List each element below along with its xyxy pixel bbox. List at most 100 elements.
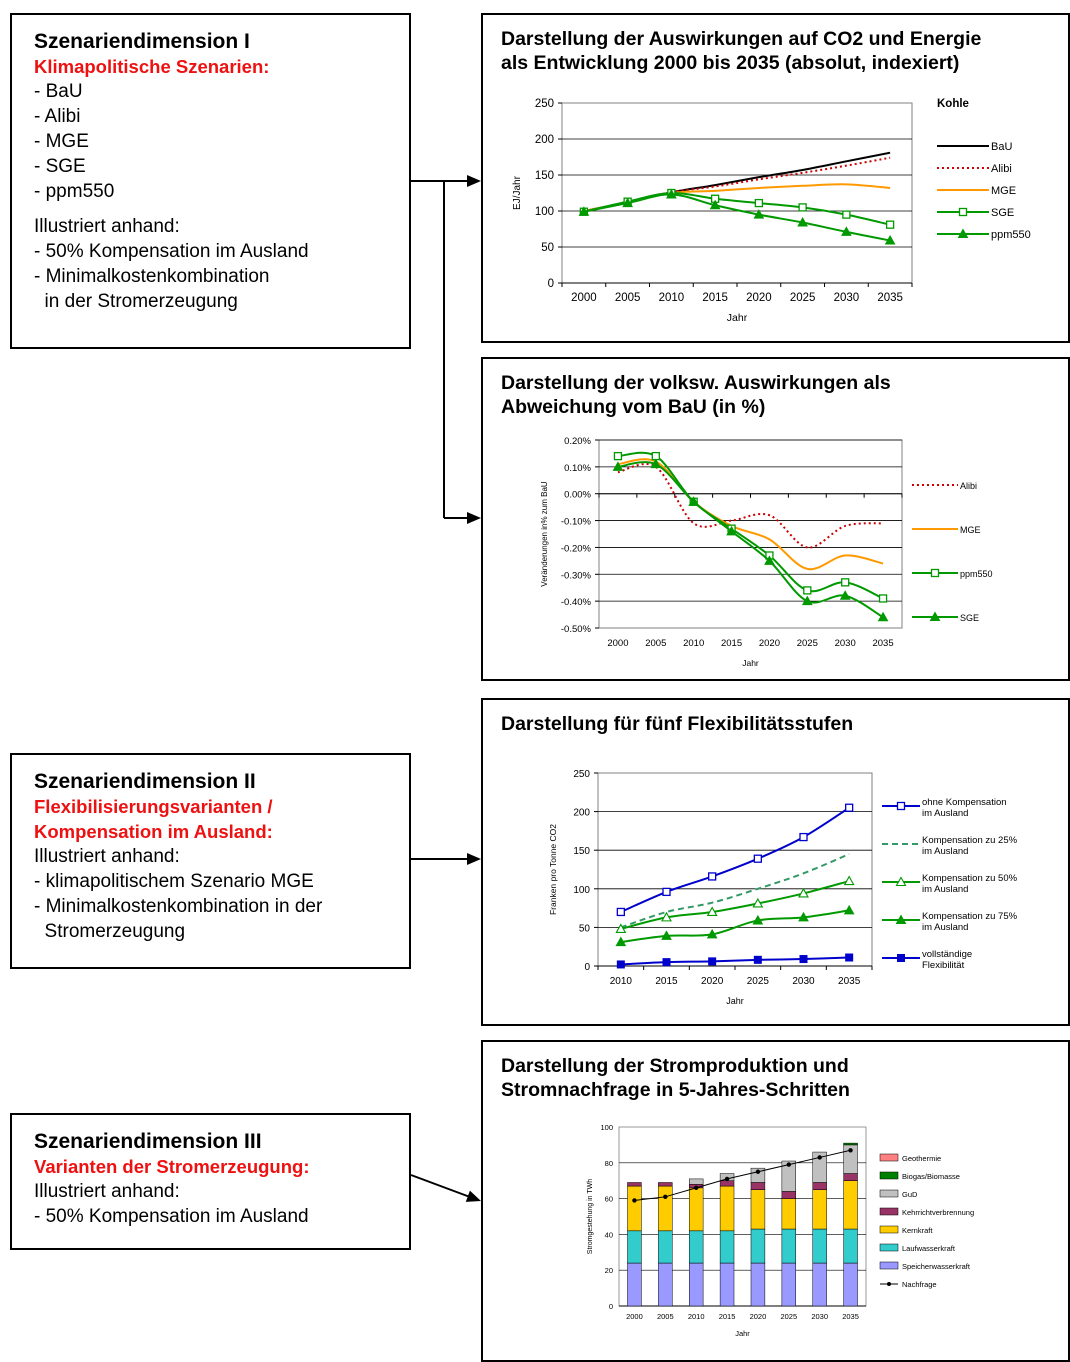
data-point bbox=[799, 955, 808, 964]
x-tick-label: 2035 bbox=[838, 976, 861, 987]
illustration-line: in der Stromerzeugung bbox=[34, 291, 238, 312]
bar-segment bbox=[627, 1230, 642, 1264]
data-point bbox=[753, 209, 765, 219]
data-point bbox=[764, 555, 775, 565]
bar-segment bbox=[658, 1262, 673, 1307]
panel-title: Darstellung der Auswirkungen auf CO2 und… bbox=[501, 27, 1070, 75]
data-point bbox=[841, 578, 850, 587]
chart-electricity-production: 0 20 40 60 80 100 2000 2005 2010 2015 2020 2025 2030… bbox=[587, 1123, 974, 1338]
data-point bbox=[957, 228, 969, 238]
legend-swatch bbox=[879, 1189, 899, 1198]
legend-label: MGE bbox=[960, 525, 981, 535]
x-tick-label: 2020 bbox=[759, 638, 780, 649]
data-point bbox=[632, 1198, 637, 1203]
legend-label: Alibi bbox=[991, 163, 1012, 175]
x-axis-label: Jahr bbox=[735, 1329, 750, 1338]
data-point bbox=[651, 451, 660, 461]
bar-segment bbox=[843, 1228, 858, 1264]
dimension-title: Szenariendimension III bbox=[34, 1130, 262, 1153]
data-point bbox=[755, 1169, 761, 1174]
legend-label: ohne Kompensation bbox=[922, 797, 1007, 808]
x-tick-label: 2020 bbox=[750, 1312, 767, 1321]
data-point bbox=[887, 1282, 891, 1286]
bar-segment bbox=[627, 1262, 642, 1307]
data-point bbox=[885, 220, 895, 229]
x-tick-label: 2035 bbox=[872, 638, 893, 649]
y-axis-label: Franken pro Tonne CO2 bbox=[548, 824, 558, 915]
data-point bbox=[786, 1162, 792, 1167]
y-tick-label: -0.20% bbox=[561, 543, 592, 554]
y-tick-label: 100 bbox=[573, 885, 590, 896]
panel-title: Darstellung der volksw. Auswirkungen als… bbox=[501, 371, 1070, 419]
bar-segment bbox=[719, 1185, 735, 1232]
data-point bbox=[666, 188, 677, 199]
legend-label: Kompensation zu 25% bbox=[922, 835, 1018, 846]
connector-line bbox=[410, 1174, 471, 1198]
x-tick-label: 2020 bbox=[701, 976, 724, 987]
x-tick-label: 2005 bbox=[645, 638, 666, 649]
y-axis-label: Veränderungen in% zum BaU bbox=[540, 481, 549, 587]
x-tick-label: 2030 bbox=[835, 638, 856, 649]
bar-segment bbox=[812, 1228, 827, 1264]
x-tick-label: 2010 bbox=[683, 638, 704, 649]
bar-segment bbox=[812, 1182, 827, 1190]
data-point bbox=[753, 955, 762, 964]
panel-title-line: Darstellung für fünf Flexibilitätsstufen bbox=[501, 713, 854, 735]
bar-segment bbox=[843, 1180, 858, 1230]
series-line bbox=[617, 458, 884, 571]
plot-area bbox=[618, 1126, 867, 1307]
panel-title-line: Stromnachfrage in 5-Jahres-Schritten bbox=[501, 1079, 850, 1101]
bar-segment bbox=[781, 1262, 797, 1307]
data-point bbox=[615, 936, 627, 947]
legend-label: SGE bbox=[991, 207, 1014, 219]
y-tick-label: 0.20% bbox=[564, 436, 591, 447]
bar-segment bbox=[812, 1189, 827, 1230]
data-point bbox=[752, 914, 764, 925]
x-tick-label: 2035 bbox=[842, 1312, 859, 1321]
y-tick-label: 200 bbox=[573, 808, 590, 819]
panel-title-line: als Entwicklung 2000 bis 2035 (absolut, … bbox=[501, 52, 960, 74]
panel-title-line: Darstellung der Stromproduktion und bbox=[501, 1055, 849, 1077]
y-tick-label: 50 bbox=[579, 923, 591, 934]
arrow-head bbox=[467, 853, 481, 865]
data-point bbox=[929, 611, 941, 621]
legend-label: im Ausland bbox=[922, 808, 968, 819]
series-line bbox=[583, 193, 891, 242]
data-point bbox=[897, 954, 905, 962]
legend-label: Kompensation zu 50% bbox=[922, 873, 1018, 884]
data-point bbox=[616, 907, 625, 917]
chart-title: Kohle bbox=[937, 98, 969, 110]
x-tick-label: 2005 bbox=[657, 1312, 674, 1321]
chart-economic-deviation: -0.50% -0.40% -0.30% -0.20% -0.10% 0.00% 0.10%… bbox=[540, 436, 993, 668]
legend-swatch bbox=[879, 1207, 899, 1216]
arrow-head bbox=[465, 1190, 481, 1202]
y-tick-label: 0 bbox=[584, 962, 590, 973]
x-tick-label: 2010 bbox=[688, 1312, 705, 1321]
data-point bbox=[616, 960, 625, 969]
data-point bbox=[622, 197, 633, 208]
panel-title: Darstellung der Stromproduktion und Stro… bbox=[501, 1054, 1070, 1102]
illustration-line: Illustriert anhand: bbox=[34, 846, 180, 867]
y-tick-label: 100 bbox=[535, 206, 554, 218]
y-tick-label: 0 bbox=[548, 278, 554, 290]
data-point bbox=[895, 914, 907, 924]
panel-title-line: Darstellung der volksw. Auswirkungen als bbox=[501, 372, 891, 394]
legend-label: GuD bbox=[902, 1190, 918, 1199]
y-tick-label: 50 bbox=[541, 242, 554, 254]
y-tick-label: 250 bbox=[535, 98, 554, 110]
y-tick-label: -0.10% bbox=[561, 517, 592, 528]
dimension-subtitle: Klimapolitische Szenarien: bbox=[34, 56, 270, 77]
data-point bbox=[839, 590, 851, 600]
bar-segment bbox=[627, 1185, 642, 1232]
x-axis-label: Jahr bbox=[727, 312, 748, 324]
data-point bbox=[650, 458, 662, 469]
data-point bbox=[843, 875, 855, 886]
legend-swatch bbox=[879, 1225, 899, 1234]
plot-area bbox=[597, 772, 873, 967]
chart-flexibility-prices: 0 50 100 150 200 250 2010 2015 2020 2025 2030 2035 J… bbox=[548, 769, 1018, 1006]
x-tick-label: 2015 bbox=[702, 292, 728, 304]
scenario-item: - MGE bbox=[34, 131, 89, 152]
y-tick-label: 40 bbox=[605, 1230, 613, 1239]
data-point bbox=[799, 832, 808, 842]
legend-label: Flexibilität bbox=[922, 960, 965, 971]
